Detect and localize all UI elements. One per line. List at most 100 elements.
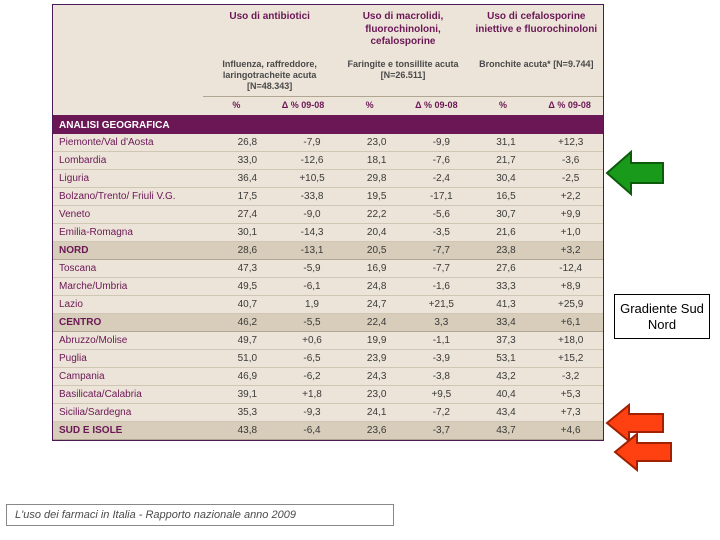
cell-delta: 1,9	[280, 296, 345, 313]
cell-delta: -3,5	[409, 224, 474, 241]
arrow-red-icon-2	[613, 432, 673, 472]
cell-pct: 37,3	[474, 332, 539, 349]
table-header-row: Uso di antibiotici Uso di macrolidi, flu…	[53, 5, 603, 55]
cell-delta: +3,2	[538, 242, 603, 259]
row-label: SUD E ISOLE	[53, 422, 215, 439]
cell-pct: 21,6	[474, 224, 539, 241]
cell-delta: -5,6	[409, 206, 474, 223]
cell-delta: +25,9	[538, 296, 603, 313]
cell-delta: +1,8	[280, 386, 345, 403]
cell-delta: -5,5	[280, 314, 345, 331]
table-body: Piemonte/Val d'Aosta26,8-7,923,0-9,931,1…	[53, 134, 603, 440]
cell-pct: 43,7	[474, 422, 539, 439]
cell-delta: -1,6	[409, 278, 474, 295]
subheader-col-3: Bronchite acuta* [N=9.744]	[470, 55, 603, 98]
table-subheader-row: Influenza, raffreddore, laringotracheite…	[53, 55, 603, 98]
cell-pct: 41,3	[474, 296, 539, 313]
row-label: Puglia	[53, 350, 215, 367]
cell-delta: -33,8	[280, 188, 345, 205]
cell-pct: 23,9	[344, 350, 409, 367]
cell-delta: +2,2	[538, 188, 603, 205]
data-row: Marche/Umbria49,5-6,124,8-1,633,3+8,9	[53, 278, 603, 296]
cell-pct: 16,5	[474, 188, 539, 205]
row-label: Toscana	[53, 260, 215, 277]
row-label: Veneto	[53, 206, 215, 223]
table-pctheader-row: %Δ % 09-08 %Δ % 09-08 %Δ % 09-08	[53, 97, 603, 117]
cell-delta: -9,9	[409, 134, 474, 151]
row-label: Liguria	[53, 170, 215, 187]
cell-delta: -12,6	[280, 152, 345, 169]
data-row: Piemonte/Val d'Aosta26,8-7,923,0-9,931,1…	[53, 134, 603, 152]
cell-delta: -7,7	[409, 242, 474, 259]
cell-pct: 28,6	[215, 242, 280, 259]
cell-pct: 49,5	[215, 278, 280, 295]
cell-delta: +10,5	[280, 170, 345, 187]
cell-delta: +21,5	[409, 296, 474, 313]
cell-delta: -1,1	[409, 332, 474, 349]
summary-row: CENTRO46,2-5,522,43,333,4+6,1	[53, 314, 603, 332]
data-row: Liguria36,4+10,529,8-2,430,4-2,5	[53, 170, 603, 188]
cell-pct: 33,0	[215, 152, 280, 169]
cell-delta: +7,3	[538, 404, 603, 421]
cell-pct: 49,7	[215, 332, 280, 349]
cell-pct: 24,7	[344, 296, 409, 313]
row-label: CENTRO	[53, 314, 215, 331]
row-label: Sicilia/Sardegna	[53, 404, 215, 421]
cell-pct: 30,7	[474, 206, 539, 223]
cell-delta: -6,1	[280, 278, 345, 295]
cell-delta: -5,9	[280, 260, 345, 277]
cell-delta: +18,0	[538, 332, 603, 349]
callout-box: Gradiente Sud Nord	[614, 294, 710, 339]
cell-pct: 24,1	[344, 404, 409, 421]
cell-pct: 30,1	[215, 224, 280, 241]
cell-pct: 36,4	[215, 170, 280, 187]
source-footnote: L'uso dei farmaci in Italia - Rapporto n…	[6, 504, 394, 526]
cell-delta: -3,8	[409, 368, 474, 385]
summary-row: SUD E ISOLE43,8-6,423,6-3,743,7+4,6	[53, 422, 603, 440]
cell-pct: 35,3	[215, 404, 280, 421]
cell-delta: -14,3	[280, 224, 345, 241]
section-title: ANALISI GEOGRAFICA	[53, 117, 603, 134]
cell-delta: -9,3	[280, 404, 345, 421]
data-row: Emilia-Romagna30,1-14,320,4-3,521,6+1,0	[53, 224, 603, 242]
row-label: Lombardia	[53, 152, 215, 169]
cell-pct: 31,1	[474, 134, 539, 151]
cell-pct: 43,4	[474, 404, 539, 421]
cell-delta: +5,3	[538, 386, 603, 403]
subheader-col-1: Influenza, raffreddore, laringotracheite…	[203, 55, 336, 98]
cell-pct: 23,0	[344, 386, 409, 403]
cell-pct: 24,8	[344, 278, 409, 295]
cell-delta: -17,1	[409, 188, 474, 205]
row-label: Basilicata/Calabria	[53, 386, 215, 403]
cell-delta: -3,2	[538, 368, 603, 385]
row-label: Bolzano/Trento/ Friuli V.G.	[53, 188, 215, 205]
data-row: Bolzano/Trento/ Friuli V.G.17,5-33,819,5…	[53, 188, 603, 206]
cell-delta: -7,7	[409, 260, 474, 277]
cell-pct: 33,4	[474, 314, 539, 331]
cell-delta: -7,6	[409, 152, 474, 169]
cell-pct: 39,1	[215, 386, 280, 403]
arrow-green-icon	[605, 148, 665, 198]
cell-delta: -7,2	[409, 404, 474, 421]
cell-pct: 46,2	[215, 314, 280, 331]
data-row: Veneto27,4-9,022,2-5,630,7+9,9	[53, 206, 603, 224]
cell-pct: 21,7	[474, 152, 539, 169]
data-row: Lombardia33,0-12,618,1-7,621,7-3,6	[53, 152, 603, 170]
cell-pct: 23,6	[344, 422, 409, 439]
cell-delta: -12,4	[538, 260, 603, 277]
cell-delta: +12,3	[538, 134, 603, 151]
data-row: Toscana47,3-5,916,9-7,727,6-12,4	[53, 260, 603, 278]
cell-pct: 46,9	[215, 368, 280, 385]
row-label: Campania	[53, 368, 215, 385]
cell-pct: 53,1	[474, 350, 539, 367]
cell-pct: 30,4	[474, 170, 539, 187]
row-label: Piemonte/Val d'Aosta	[53, 134, 215, 151]
row-label: Abruzzo/Molise	[53, 332, 215, 349]
cell-delta: +9,9	[538, 206, 603, 223]
cell-pct: 18,1	[344, 152, 409, 169]
cell-pct: 26,8	[215, 134, 280, 151]
cell-pct: 47,3	[215, 260, 280, 277]
cell-delta: -3,7	[409, 422, 474, 439]
cell-delta: -6,2	[280, 368, 345, 385]
header-col-3: Uso di cefalosporine iniettive e fluoroc…	[470, 5, 603, 55]
